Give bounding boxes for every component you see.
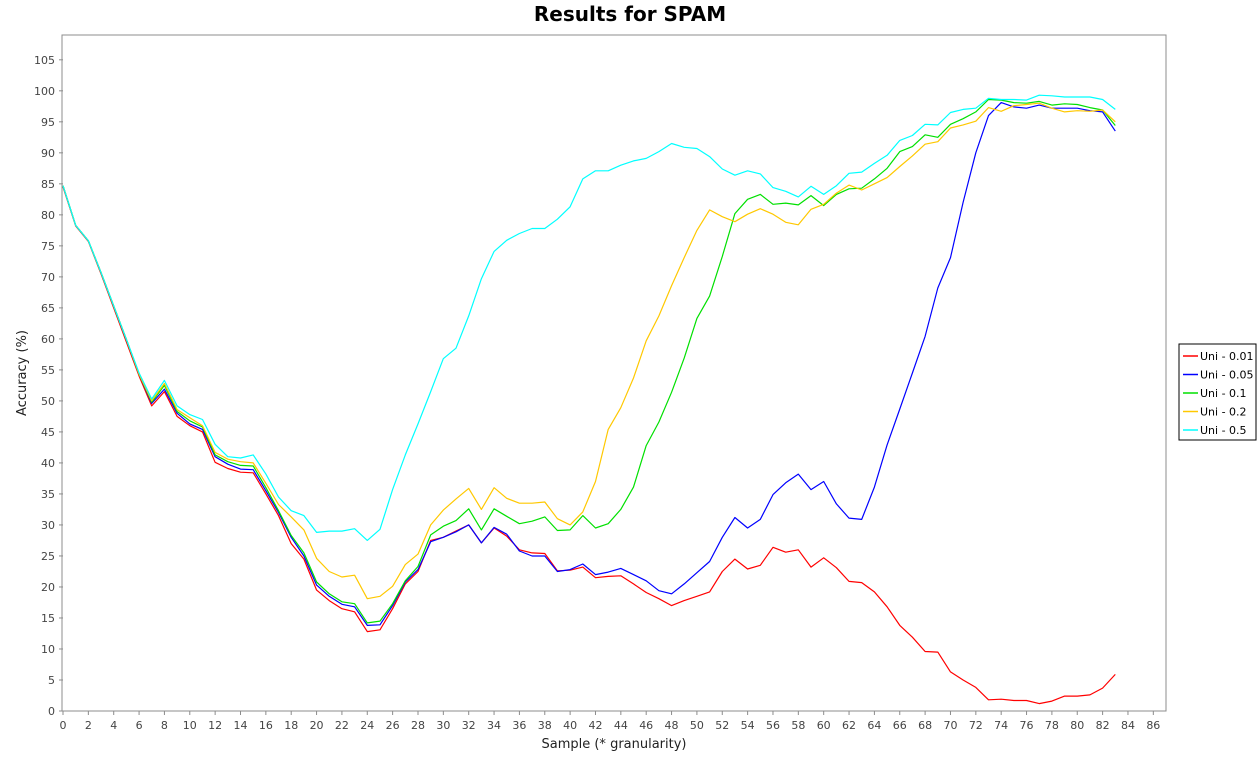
x-tick-label: 80: [1070, 719, 1084, 732]
x-tick-label: 54: [741, 719, 755, 732]
y-tick-label: 60: [41, 333, 55, 346]
x-axis-label: Sample (* granularity): [541, 737, 686, 752]
x-tick-label: 76: [1020, 719, 1034, 732]
x-tick-label: 36: [512, 719, 526, 732]
x-tick-label: 52: [715, 719, 729, 732]
x-tick-label: 46: [639, 719, 653, 732]
series-layer: [62, 94, 1116, 705]
x-tick-label: 50: [690, 719, 704, 732]
y-tick-label: 15: [41, 612, 55, 625]
legend-box: [1178, 343, 1257, 441]
x-tick-label: 60: [817, 719, 831, 732]
x-tick-label: 68: [918, 719, 932, 732]
x-tick-label: 24: [360, 719, 374, 732]
legend-label: Uni - 0.05: [1200, 369, 1254, 382]
x-tick-label: 4: [110, 719, 117, 732]
legend-label: Uni - 0.2: [1200, 406, 1247, 419]
x-tick-label: 10: [183, 719, 197, 732]
x-tick-label: 28: [411, 719, 425, 732]
x-tick-label: 32: [462, 719, 476, 732]
y-tick-label: 95: [41, 116, 55, 129]
x-tick-label: 16: [259, 719, 273, 732]
y-axis: 0 5 10 15 20 25 30 35 40 45 50 55 60 65 70 75 80 85 90 95 10…: [34, 54, 63, 718]
y-tick-label: 75: [41, 240, 55, 253]
y-tick-label: 5: [48, 674, 55, 687]
y-tick-label: 10: [41, 643, 55, 656]
x-tick-label: 20: [310, 719, 324, 732]
x-tick-label: 2: [85, 719, 92, 732]
x-tick-label: 84: [1121, 719, 1135, 732]
x-tick-label: 12: [208, 719, 222, 732]
x-tick-label: 26: [386, 719, 400, 732]
x-tick-label: 78: [1045, 719, 1059, 732]
y-tick-label: 0: [48, 705, 55, 718]
y-tick-label: 105: [34, 54, 55, 67]
y-tick-label: 80: [41, 209, 55, 222]
x-tick-label: 38: [538, 719, 552, 732]
plot-area: [61, 34, 1167, 712]
legend-label: Uni - 0.5: [1200, 424, 1247, 437]
y-tick-label: 25: [41, 550, 55, 563]
chart-title: Results for SPAM: [534, 2, 726, 26]
x-tick-label: 44: [614, 719, 628, 732]
y-tick-label: 70: [41, 271, 55, 284]
x-tick-label: 86: [1146, 719, 1160, 732]
x-axis: 0 2 4 6 8 10 12 14 16 18 20 22 24 26 28 30 32 34 36 38 40 42 4…: [60, 711, 1160, 732]
series-line-uni-0-2: [62, 102, 1116, 600]
x-tick-label: 0: [60, 719, 67, 732]
x-tick-label: 72: [969, 719, 983, 732]
x-tick-label: 74: [994, 719, 1008, 732]
series-line-uni-0-5: [62, 94, 1116, 542]
x-tick-label: 30: [436, 719, 450, 732]
series-line-uni-0-05: [62, 101, 1116, 627]
y-tick-label: 55: [41, 364, 55, 377]
y-tick-label: 65: [41, 302, 55, 315]
x-tick-label: 42: [588, 719, 602, 732]
x-tick-label: 82: [1096, 719, 1110, 732]
y-tick-label: 45: [41, 426, 55, 439]
x-tick-label: 56: [766, 719, 780, 732]
y-tick-label: 20: [41, 581, 55, 594]
legend-label: Uni - 0.1: [1200, 387, 1247, 400]
x-tick-label: 22: [335, 719, 349, 732]
y-tick-label: 100: [34, 85, 55, 98]
y-tick-label: 40: [41, 457, 55, 470]
y-axis-label: Accuracy (%): [15, 330, 30, 416]
x-tick-label: 64: [867, 719, 881, 732]
x-tick-label: 62: [842, 719, 856, 732]
x-tick-label: 8: [161, 719, 168, 732]
x-tick-label: 18: [284, 719, 298, 732]
series-line-uni-0-1: [62, 98, 1116, 624]
legend: Uni - 0.01 Uni - 0.05 Uni - 0.1 Uni - 0.2 Un…: [1178, 343, 1257, 441]
x-tick-label: 34: [487, 719, 501, 732]
y-tick-label: 30: [41, 519, 55, 532]
x-tick-label: 14: [233, 719, 247, 732]
x-tick-label: 66: [893, 719, 907, 732]
x-tick-label: 48: [665, 719, 679, 732]
legend-label: Uni - 0.01: [1200, 350, 1254, 363]
x-tick-label: 6: [136, 719, 143, 732]
y-tick-label: 50: [41, 395, 55, 408]
series-line-uni-0-01: [62, 186, 1116, 705]
y-tick-label: 90: [41, 147, 55, 160]
y-tick-label: 85: [41, 178, 55, 191]
x-tick-label: 70: [943, 719, 957, 732]
x-tick-label: 40: [563, 719, 577, 732]
x-tick-label: 58: [791, 719, 805, 732]
y-tick-label: 35: [41, 488, 55, 501]
